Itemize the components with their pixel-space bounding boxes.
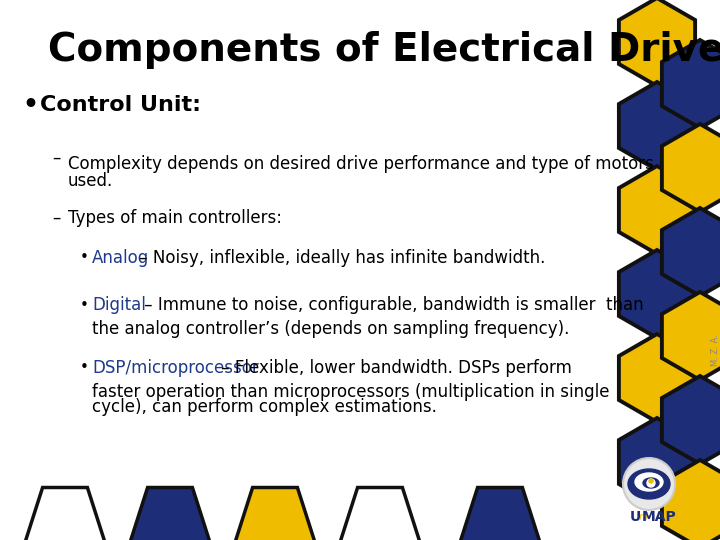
Text: the analog controller’s (depends on sampling frequency).: the analog controller’s (depends on samp… (92, 320, 570, 338)
Text: DSP/microprocessor: DSP/microprocessor (92, 359, 258, 377)
Circle shape (623, 458, 675, 510)
Text: Complexity depends on desired drive performance and type of motors: Complexity depends on desired drive perf… (68, 155, 654, 173)
Text: faster operation than microprocessors (multiplication in single: faster operation than microprocessors (m… (92, 383, 610, 401)
Polygon shape (340, 488, 420, 540)
Text: Digital: Digital (92, 296, 146, 314)
Polygon shape (619, 250, 695, 338)
Text: •: • (80, 251, 89, 266)
Circle shape (649, 479, 653, 483)
Text: – Noisy, inflexible, ideally has infinite bandwidth.: – Noisy, inflexible, ideally has infinit… (134, 249, 545, 267)
Ellipse shape (643, 478, 659, 488)
Ellipse shape (635, 473, 663, 491)
Text: M. Z. A.: M. Z. A. (711, 334, 720, 366)
Text: Control Unit:: Control Unit: (40, 95, 201, 115)
Polygon shape (130, 488, 210, 540)
Polygon shape (619, 334, 695, 422)
Text: MAP: MAP (642, 510, 676, 524)
Polygon shape (619, 0, 695, 86)
Text: used.: used. (68, 172, 113, 190)
Polygon shape (662, 292, 720, 380)
Text: –: – (52, 149, 60, 167)
Text: Components of Electrical Drives: Components of Electrical Drives (48, 31, 720, 69)
Polygon shape (662, 124, 720, 212)
Polygon shape (619, 418, 695, 506)
Polygon shape (235, 488, 315, 540)
Text: •: • (22, 93, 38, 117)
Text: U: U (629, 510, 641, 524)
Polygon shape (25, 488, 105, 540)
Text: – Immune to noise, configurable, bandwidth is smaller  than: – Immune to noise, configurable, bandwid… (139, 296, 644, 314)
Text: cycle), can perform complex estimations.: cycle), can perform complex estimations. (92, 398, 437, 416)
Polygon shape (619, 166, 695, 254)
Text: •: • (80, 298, 89, 313)
Polygon shape (662, 40, 720, 128)
Polygon shape (662, 460, 720, 540)
Text: ni: ni (639, 512, 649, 522)
Text: Types of main controllers:: Types of main controllers: (68, 209, 282, 227)
Polygon shape (662, 208, 720, 296)
Circle shape (647, 479, 655, 487)
Polygon shape (662, 376, 720, 464)
Ellipse shape (628, 469, 670, 499)
Text: Analog: Analog (92, 249, 149, 267)
Text: •: • (80, 361, 89, 375)
Polygon shape (460, 488, 540, 540)
Text: –: – (52, 209, 60, 227)
Polygon shape (619, 82, 695, 170)
Text: – Flexible, lower bandwidth. DSPs perform: – Flexible, lower bandwidth. DSPs perfor… (216, 359, 572, 377)
